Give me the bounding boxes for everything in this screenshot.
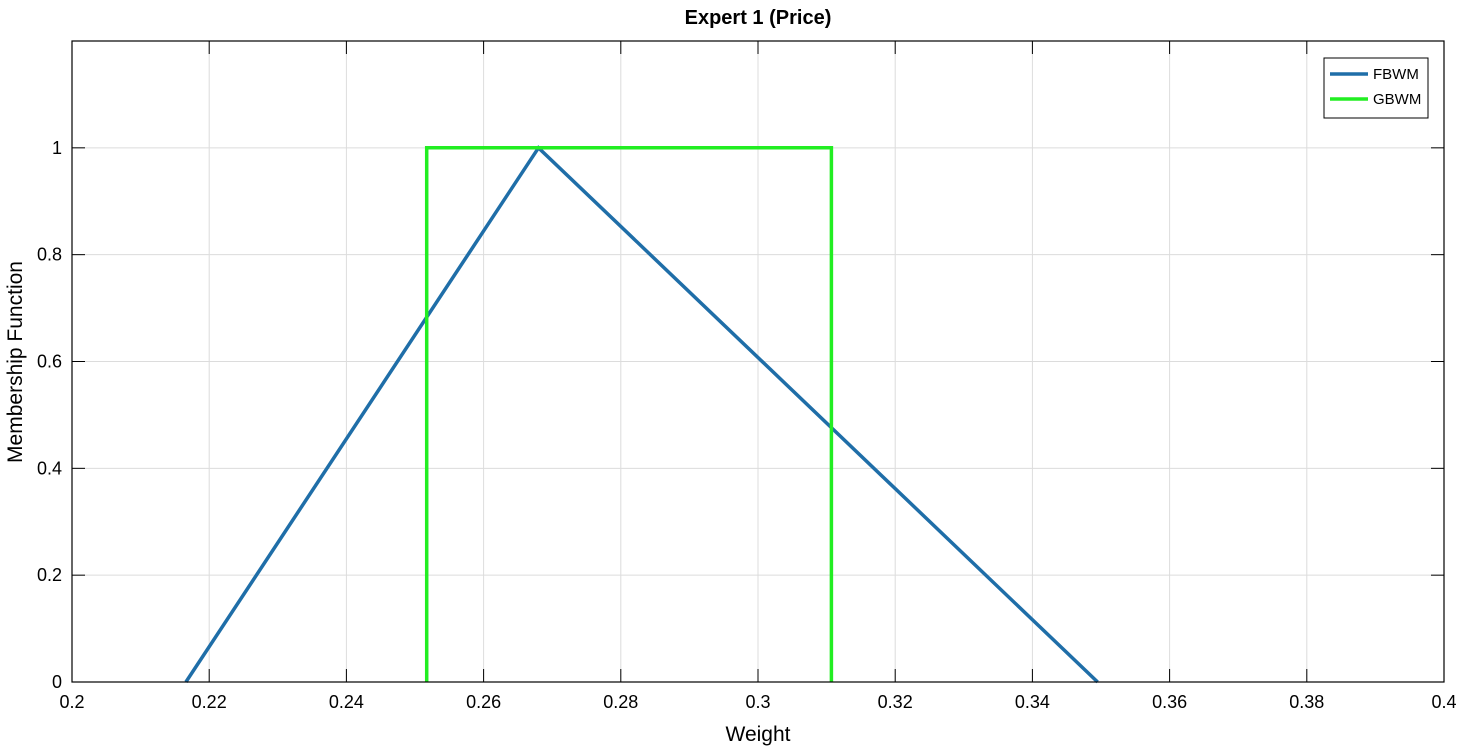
y-tick-label: 0.2 [37, 565, 62, 585]
x-tick-label: 0.2 [59, 692, 84, 712]
legend-box [1323, 57, 1429, 119]
x-tick-label: 0.32 [878, 692, 913, 712]
x-tick-label: 0.36 [1152, 692, 1187, 712]
grid [71, 41, 1445, 683]
legend-label-fbwm: FBWM [1373, 66, 1419, 83]
x-axis-label: Weight [726, 723, 791, 746]
y-axis-label: Membership Function [4, 261, 27, 463]
ticks: 0.2 0.22 0.24 0.26 0.28 0.3 0.32 0.34 0.36 0.38 0.… [37, 41, 1457, 712]
y-tick-label: 0.8 [37, 245, 62, 265]
legend-label-gbwm: GBWM [1373, 91, 1421, 108]
chart-title: Expert 1 (Price) [685, 7, 832, 29]
y-tick-label: 0.6 [37, 352, 62, 372]
series-line-gbwm [424, 146, 834, 682]
x-tick-label: 0.4 [1431, 692, 1456, 712]
y-tick-label: 0.4 [37, 458, 62, 478]
legend: FBWM GBWM [1323, 57, 1429, 119]
x-tick-label: 0.26 [466, 692, 501, 712]
series-line-fbwm [184, 145, 1099, 684]
series-layer [184, 145, 1099, 684]
y-tick-label: 1 [52, 138, 62, 158]
x-tick-label: 0.24 [329, 692, 364, 712]
x-tick-label: 0.3 [745, 692, 770, 712]
x-tick-label: 0.34 [1015, 692, 1050, 712]
x-tick-label: 0.22 [192, 692, 227, 712]
x-tick-label: 0.28 [603, 692, 638, 712]
y-tick-label: 0 [52, 672, 62, 692]
x-tick-label: 0.38 [1289, 692, 1324, 712]
